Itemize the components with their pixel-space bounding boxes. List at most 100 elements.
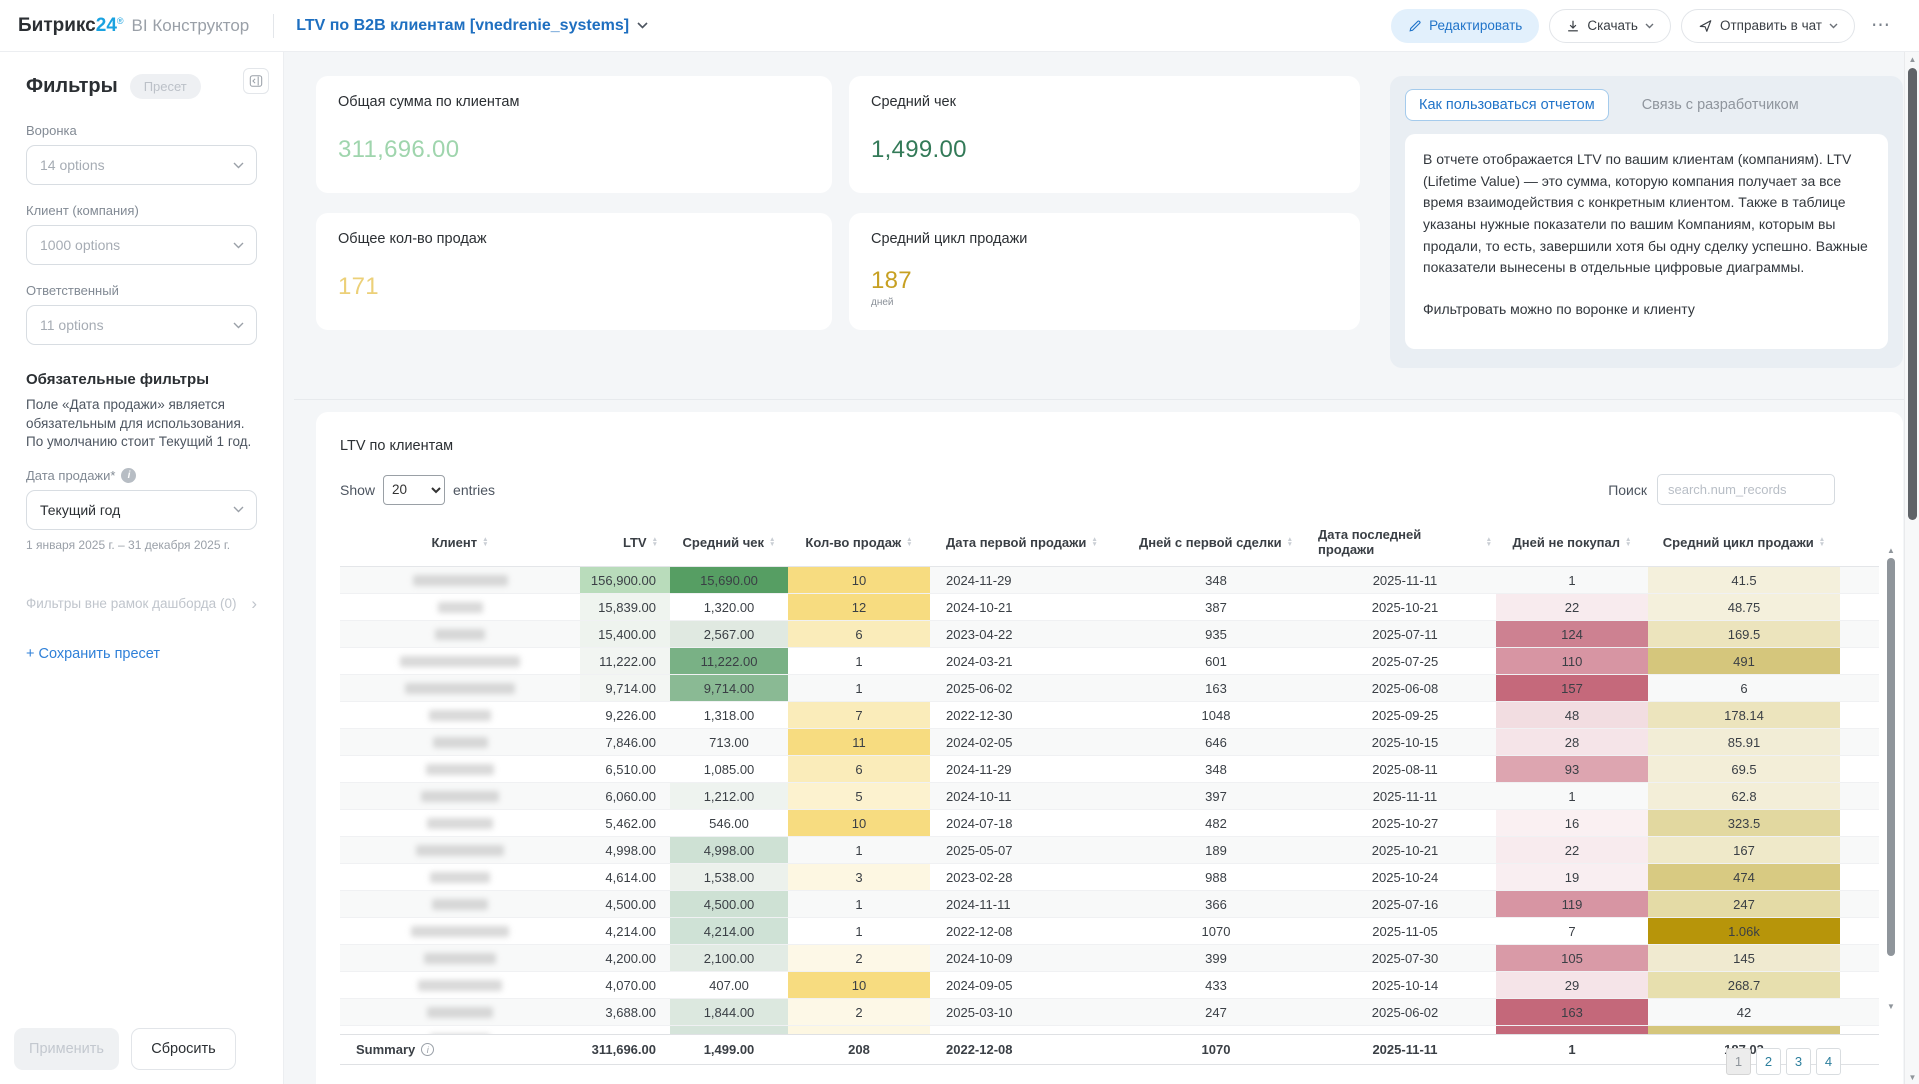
entries-label: entries [453,482,495,498]
tab-how-to-use[interactable]: Как пользоваться отчетом [1405,89,1609,121]
column-header-7[interactable]: Дней не покупал▲▼ [1496,519,1648,566]
cell: 85.91 [1648,729,1840,755]
cell: 2,567.00 [670,621,788,647]
report-title-dropdown[interactable]: LTV по B2B клиентам [vnedrenie_systems] [296,17,648,35]
client-cell [340,1026,580,1034]
table-scrollbar[interactable]: ▲ ▼ [1885,544,1897,1012]
tab-contact-developer[interactable]: Связь с разработчиком [1629,90,1812,120]
download-button[interactable]: Скачать [1549,9,1671,43]
cell: 41.5 [1648,567,1840,593]
client-cell [340,594,580,620]
summary-label: Summaryi [356,1042,434,1057]
cell: 16 [1496,810,1648,836]
column-header-3[interactable]: Кол-во продаж▲▼ [788,519,930,566]
cell: 1 [788,891,930,917]
reset-button[interactable]: Сбросить [131,1028,236,1070]
save-preset-link[interactable]: + Сохранить пресет [26,646,257,662]
column-header-0[interactable]: Клиент▲▼ [340,519,580,566]
page-button-2[interactable]: 2 [1756,1048,1781,1075]
cell: 474 [1648,864,1840,890]
page-button-4[interactable]: 4 [1816,1048,1841,1075]
preset-badge[interactable]: Пресет [130,74,201,99]
outer-filters-row[interactable]: Фильтры вне рамок дашборда (0) › [26,594,257,614]
report-info-panel: Как пользоваться отчетом Связь с разрабо… [1390,76,1903,368]
cell [930,1026,1118,1034]
table-header-row: Клиент▲▼LTV▲▼Средний чек▲▼Кол-во продаж▲… [340,519,1879,567]
cell: 2025-08-11 [1314,756,1496,782]
cell: 2022-12-30 [930,702,1118,728]
page-scrollbar-thumb[interactable] [1908,68,1917,520]
table-row: 4,500.004,500.0012024-11-113662025-07-16… [340,891,1879,918]
cell: 2025-11-11 [1314,783,1496,809]
page-title: LTV по B2B клиентам [vnedrenie_systems] [296,17,629,35]
kpi-value: 311,696.00 [338,136,810,164]
pencil-icon [1408,19,1422,33]
column-header-5[interactable]: Дней с первой сделки▲▼ [1118,519,1314,566]
summary-cell: 311,696.00 [580,1035,670,1064]
cell [1648,1026,1840,1034]
cell [670,1026,788,1034]
cell: 11,222.00 [670,648,788,674]
cell: 2025-07-11 [1314,621,1496,647]
client-name-redacted [424,953,496,964]
cell: 1.06k [1648,918,1840,944]
cell: 169.5 [1648,621,1840,647]
scroll-down-icon[interactable]: ▼ [1905,1070,1919,1084]
column-header-2[interactable]: Средний чек▲▼ [670,519,788,566]
scroll-up-icon[interactable]: ▲ [1885,544,1897,556]
funnel-filter-select[interactable]: 14 options [26,145,257,185]
collapse-sidebar-button[interactable] [243,68,269,94]
table-row: 9,714.009,714.0012025-06-021632025-06-08… [340,675,1879,702]
column-header-6[interactable]: Дата последней продажи▲▼ [1314,519,1496,566]
cell: 601 [1118,648,1314,674]
sort-icon: ▲▼ [1486,537,1492,547]
page-scrollbar[interactable]: ▲ ▼ [1904,52,1919,1084]
table-row: 4,200.002,100.0022024-10-093992025-07-30… [340,945,1879,972]
cell: 163 [1496,999,1648,1025]
cell: 2023-04-22 [930,621,1118,647]
client-name-redacted [429,710,491,721]
cell: 178.14 [1648,702,1840,728]
responsible-filter-select[interactable]: 11 options [26,305,257,345]
client-cell [340,783,580,809]
summary-cell: 1,499.00 [670,1035,788,1064]
cell: 2024-10-11 [930,783,1118,809]
table-scrollbar-thumb[interactable] [1887,558,1895,956]
info-icon[interactable]: i [121,468,136,483]
page-size-select[interactable]: 20 [383,475,445,505]
cell: 2025-10-14 [1314,972,1496,998]
column-header-label: Дней с первой сделки [1139,535,1282,550]
info-icon[interactable]: i [421,1043,434,1056]
client-name-redacted [435,629,485,640]
page-button-3[interactable]: 3 [1786,1048,1811,1075]
client-name-redacted [405,683,515,694]
cell: 407.00 [670,972,788,998]
more-menu-icon[interactable]: ⋯ [1865,14,1897,37]
cell: 42 [1648,999,1840,1025]
cell: 491 [1648,648,1840,674]
cell: 12 [788,594,930,620]
apply-button[interactable]: Применить [14,1028,119,1070]
edit-button[interactable]: Редактировать [1391,9,1539,43]
table-search-input[interactable] [1657,474,1835,505]
client-filter-select[interactable]: 1000 options [26,225,257,265]
column-header-4[interactable]: Дата первой продажи▲▼ [930,519,1118,566]
column-header-8[interactable]: Средний цикл продажи▲▼ [1648,519,1840,566]
column-header-1[interactable]: LTV▲▼ [580,519,670,566]
cell: 163 [1118,675,1314,701]
cell: 105 [1496,945,1648,971]
cell [1496,1026,1648,1034]
sale-date-select[interactable]: Текущий год [26,490,257,530]
cell: 15,690.00 [670,567,788,593]
cell: 2024-11-29 [930,756,1118,782]
client-name-redacted [438,602,483,613]
table-row: 11,222.0011,222.0012024-03-216012025-07-… [340,648,1879,675]
send-to-chat-button[interactable]: Отправить в чат [1681,9,1855,43]
client-cell [340,918,580,944]
client-cell [340,702,580,728]
scroll-down-icon[interactable]: ▼ [1885,1000,1897,1012]
page-button-1[interactable]: 1 [1726,1048,1751,1075]
client-cell [340,756,580,782]
client-name-redacted [430,1034,490,1035]
scroll-up-icon[interactable]: ▲ [1905,52,1919,66]
